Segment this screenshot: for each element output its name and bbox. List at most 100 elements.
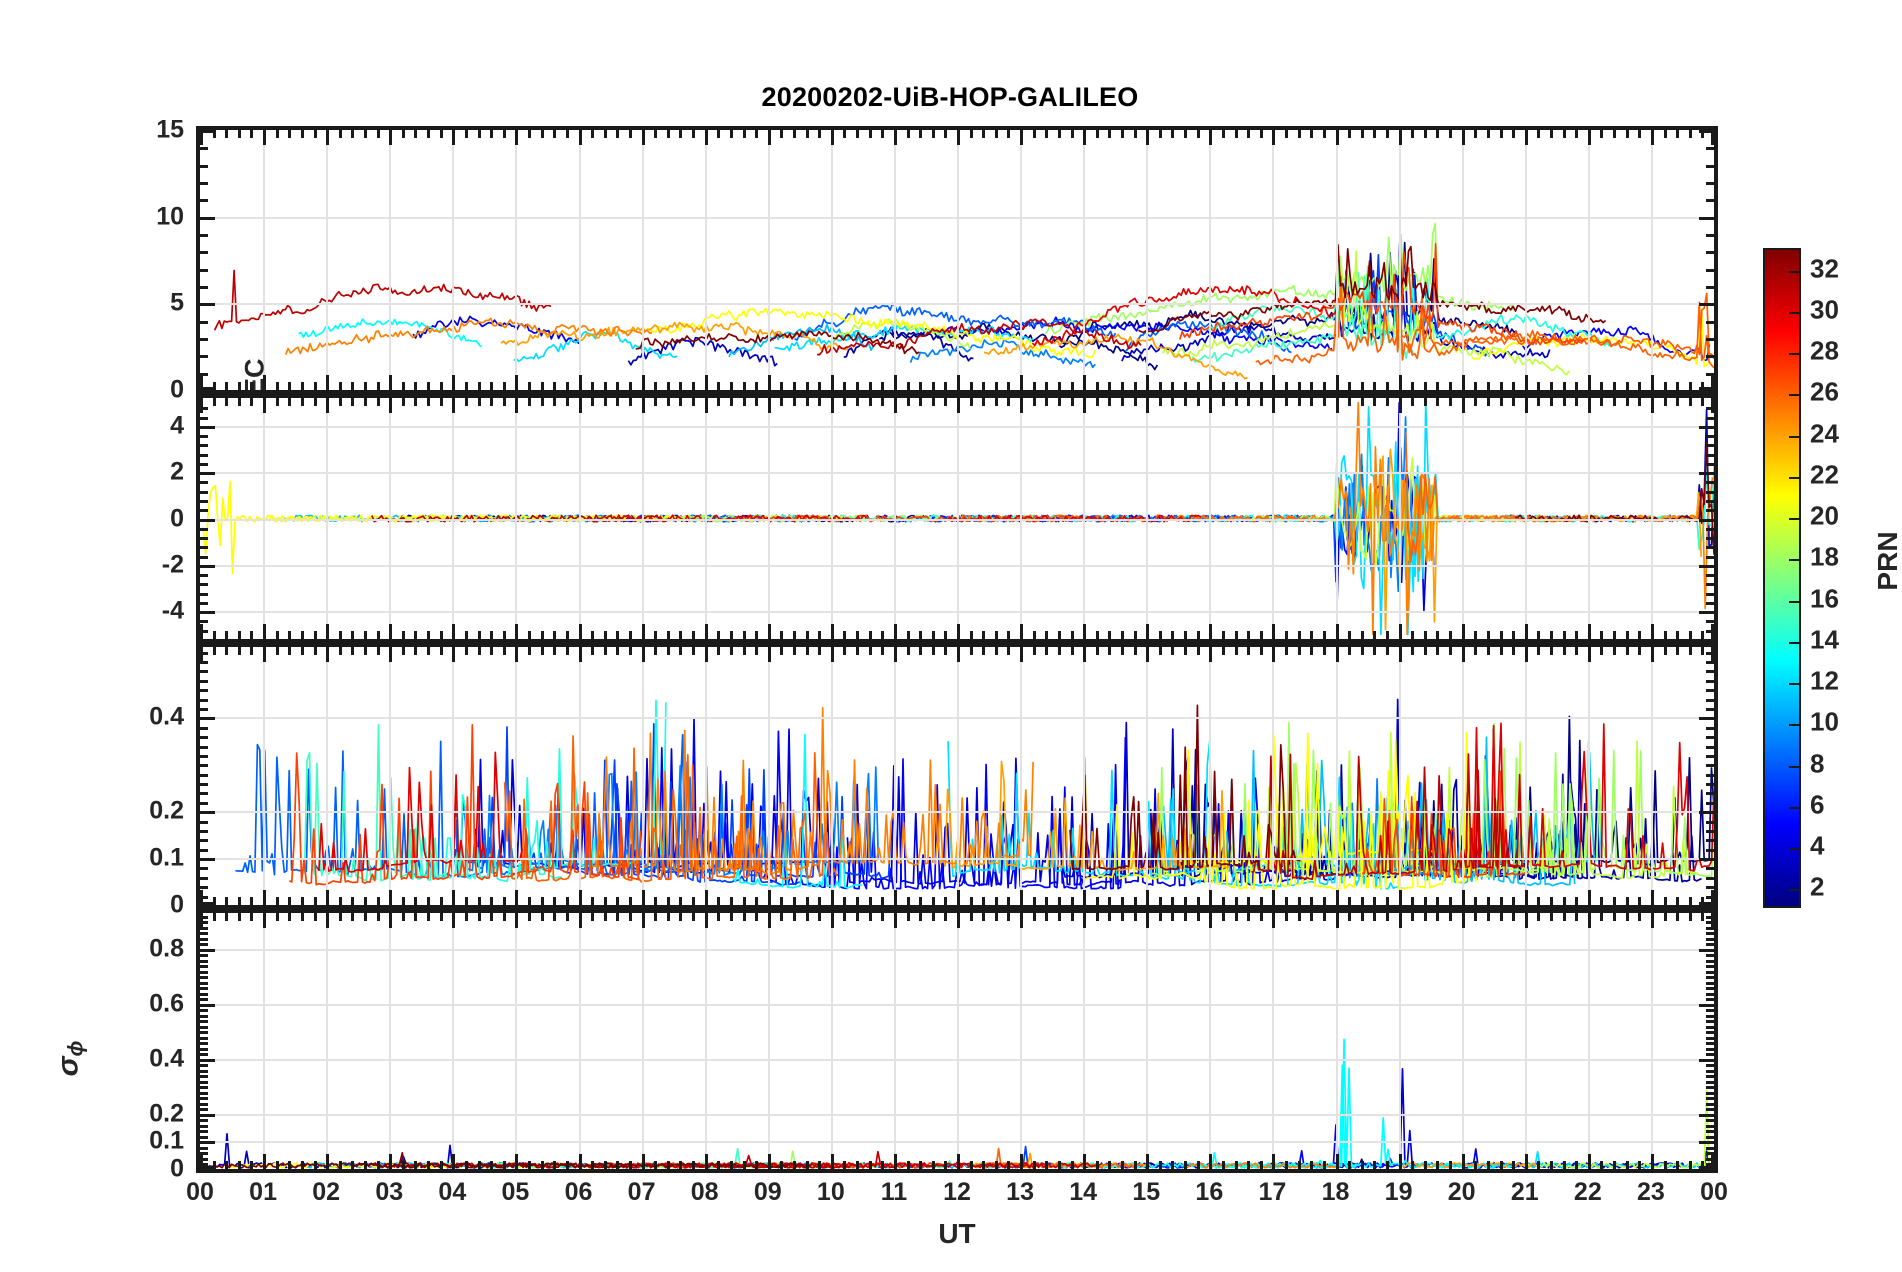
x-axis-tick bbox=[389, 130, 393, 145]
colorbar-tick bbox=[1789, 765, 1799, 768]
y-axis-minor-tick bbox=[200, 182, 208, 185]
x-axis-minor-tick bbox=[969, 913, 973, 921]
x-axis-tick bbox=[1461, 890, 1465, 905]
x-axis-minor-tick bbox=[376, 130, 380, 138]
x-axis-tick bbox=[641, 375, 645, 390]
x-axis-minor-tick bbox=[591, 913, 595, 921]
x-axis-minor-tick bbox=[1663, 1161, 1667, 1169]
x-axis-tick bbox=[515, 398, 519, 413]
x-axis-minor-tick bbox=[313, 382, 317, 390]
colorbar-tick bbox=[1789, 559, 1799, 562]
x-axis-minor-tick bbox=[1663, 647, 1667, 655]
x-axis-minor-tick bbox=[843, 897, 847, 905]
x-axis-minor-tick bbox=[528, 130, 532, 138]
x-axis-minor-tick bbox=[237, 913, 241, 921]
y-axis-minor-tick bbox=[200, 216, 208, 220]
x-axis-minor-tick bbox=[755, 1161, 759, 1169]
x-tick-label: 21 bbox=[1510, 1178, 1539, 1206]
y-axis-minor-tick bbox=[200, 773, 208, 777]
x-axis-minor-tick bbox=[288, 913, 292, 921]
colorbar-tick bbox=[1789, 889, 1799, 892]
x-axis-minor-tick bbox=[1297, 631, 1301, 639]
x-axis-minor-tick bbox=[616, 382, 620, 390]
y-axis-tick bbox=[200, 387, 215, 390]
grid-line bbox=[1146, 398, 1149, 639]
x-axis-minor-tick bbox=[1436, 913, 1440, 921]
y-axis-minor-tick bbox=[1706, 481, 1714, 485]
y-axis-minor-tick bbox=[200, 783, 208, 787]
colorbar-tick bbox=[1789, 600, 1799, 603]
rot-ytick-labels: -4 -2 0 2 4 bbox=[36, 394, 196, 643]
grid-line bbox=[1587, 913, 1590, 1169]
x-axis-tick bbox=[326, 398, 330, 413]
x-axis-tick bbox=[200, 647, 203, 662]
x-axis-minor-tick bbox=[414, 897, 418, 905]
x-axis-minor-tick bbox=[1348, 382, 1352, 390]
series-line bbox=[843, 326, 974, 362]
x-axis-minor-tick bbox=[1638, 897, 1642, 905]
x-axis-tick bbox=[389, 913, 393, 928]
y-axis-minor-tick bbox=[1706, 1003, 1714, 1007]
x-axis-tick bbox=[1461, 130, 1465, 145]
grid-line bbox=[1209, 130, 1212, 390]
x-axis-minor-tick bbox=[1070, 382, 1074, 390]
x-axis-minor-tick bbox=[237, 382, 241, 390]
x-axis-title: UT bbox=[938, 1218, 976, 1249]
grid-line bbox=[641, 913, 644, 1169]
x-axis-minor-tick bbox=[994, 897, 998, 905]
x-axis-tick bbox=[452, 398, 456, 413]
x-axis-minor-tick bbox=[868, 897, 872, 905]
x-axis-tick bbox=[1587, 398, 1591, 413]
x-axis-minor-tick bbox=[401, 631, 405, 639]
y-axis-minor-tick bbox=[1706, 268, 1714, 272]
grid-line bbox=[1524, 130, 1527, 390]
x-axis-minor-tick bbox=[792, 130, 796, 138]
x-axis-tick bbox=[1587, 624, 1591, 639]
x-axis-minor-tick bbox=[994, 647, 998, 655]
y-axis-minor-tick bbox=[200, 801, 208, 805]
x-axis-minor-tick bbox=[919, 398, 923, 406]
x-axis-minor-tick bbox=[755, 382, 759, 390]
x-axis-minor-tick bbox=[288, 382, 292, 390]
x-axis-tick bbox=[704, 398, 708, 413]
x-axis-tick bbox=[578, 130, 582, 145]
x-axis-minor-tick bbox=[502, 897, 506, 905]
x-axis-tick bbox=[1209, 624, 1213, 639]
x-axis-minor-tick bbox=[1549, 1161, 1553, 1169]
y-axis-minor-tick bbox=[1706, 987, 1714, 991]
x-axis-tick bbox=[1335, 647, 1339, 662]
grid-line bbox=[1083, 130, 1086, 390]
x-axis-tick bbox=[830, 913, 834, 928]
x-axis-minor-tick bbox=[1613, 913, 1617, 921]
x-axis-minor-tick bbox=[1537, 382, 1541, 390]
x-axis-minor-tick bbox=[1688, 647, 1692, 655]
x-axis-minor-tick bbox=[439, 130, 443, 138]
x-axis-minor-tick bbox=[250, 913, 254, 921]
x-axis-minor-tick bbox=[780, 631, 784, 639]
y-axis-minor-tick bbox=[1706, 509, 1714, 513]
page-title: 20200202-UiB-HOP-GALILEO bbox=[761, 82, 1139, 112]
y-axis-minor-tick bbox=[200, 965, 208, 969]
x-axis-minor-tick bbox=[692, 897, 696, 905]
x-axis-minor-tick bbox=[1297, 647, 1301, 655]
x-axis-tick bbox=[1650, 398, 1654, 413]
x-axis-minor-tick bbox=[1221, 130, 1225, 138]
y-axis-minor-tick bbox=[1706, 801, 1714, 805]
x-axis-minor-tick bbox=[1436, 1161, 1440, 1169]
x-axis-minor-tick bbox=[1423, 913, 1427, 921]
panel-rot: ROT [TECU/min] bbox=[196, 394, 1718, 643]
y-axis-minor-tick bbox=[200, 1157, 208, 1161]
x-axis-minor-tick bbox=[906, 130, 910, 138]
x-axis-minor-tick bbox=[1108, 130, 1112, 138]
x-axis-minor-tick bbox=[225, 130, 229, 138]
x-axis-minor-tick bbox=[994, 631, 998, 639]
x-axis-minor-tick bbox=[692, 631, 696, 639]
x-axis-minor-tick bbox=[1638, 382, 1642, 390]
x-axis-minor-tick bbox=[969, 398, 973, 406]
x-axis-tick bbox=[1272, 1154, 1276, 1169]
y-tick-label: -2 bbox=[161, 550, 184, 579]
x-tick-label: 13 bbox=[1006, 1178, 1034, 1206]
x-axis-minor-tick bbox=[1259, 913, 1263, 921]
x-axis-minor-tick bbox=[856, 631, 860, 639]
x-axis-minor-tick bbox=[490, 130, 494, 138]
